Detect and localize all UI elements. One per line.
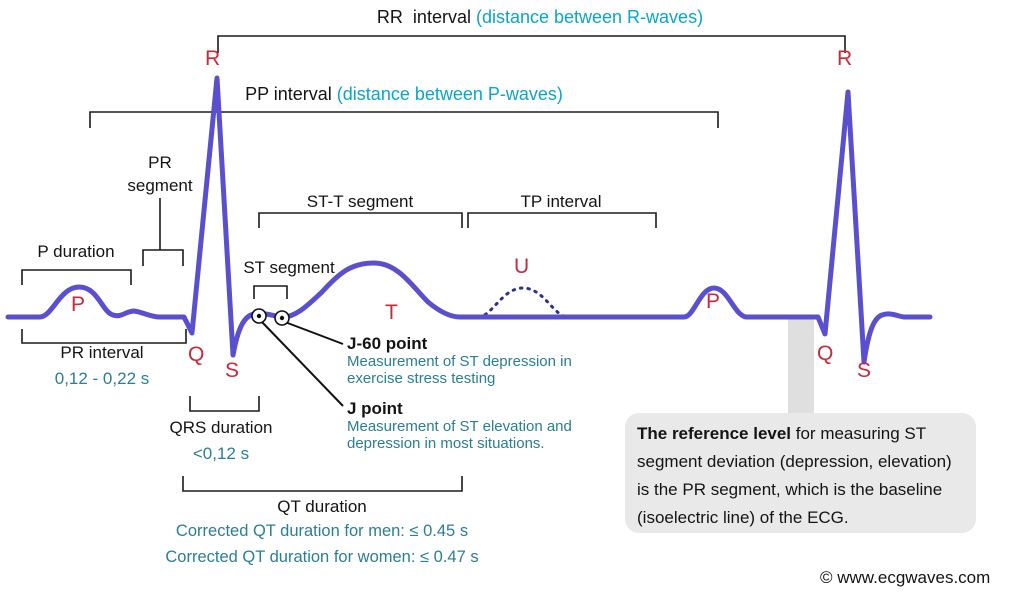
pr-interval-bracket — [21, 329, 187, 344]
pr-interval-label: PR interval — [60, 343, 144, 362]
wave-letter-q2: Q — [817, 342, 834, 365]
rr-interval-label-sub: (distance between R-waves) — [475, 7, 704, 27]
j-point-title: J point — [347, 399, 403, 418]
pp-interval-label-sub: (distance between P-waves) — [336, 84, 563, 104]
j60-point-desc-line2: exercise stress testing — [347, 370, 496, 387]
pp-interval-bracket — [89, 111, 719, 128]
qrs-duration-value: <0,12 s — [192, 444, 250, 463]
wave-letter-s1: S — [225, 359, 240, 382]
j-point-desc-line2: depression in most situations. — [347, 435, 545, 452]
j60-point-desc-line1: Measurement of ST depression in — [347, 353, 572, 370]
qt-corrected-women: Corrected QT duration for women: ≤ 0.47 … — [165, 548, 479, 566]
j60-point-connector-line — [284, 321, 344, 345]
qt-corrected-men: Corrected QT duration for men: ≤ 0.45 s — [175, 522, 469, 540]
wave-letter-r1: R — [205, 47, 221, 70]
wave-letter-u: U — [514, 255, 530, 278]
rr-interval-label-main: RR interval — [376, 7, 476, 27]
reference-box-line4: (isoelectric line) of the ECG. — [637, 508, 849, 527]
st-segment-bracket — [253, 285, 288, 299]
ecg-waveform — [5, 75, 933, 365]
reference-box-line1: The reference level for measuring ST — [637, 420, 971, 448]
qrs-duration-bracket — [189, 396, 260, 412]
stt-segment-label: ST-T segment — [306, 192, 414, 211]
rr-interval-label: RR interval (distance between R-waves) — [377, 7, 703, 28]
p-duration-label: P duration — [37, 242, 115, 261]
reference-box-line3: is the PR segment, which is the baseline — [637, 480, 943, 499]
pr-segment-label: PR segment — [127, 153, 193, 195]
reference-box-text: The reference level for measuring ST seg… — [637, 420, 971, 532]
j60-point-title: J-60 point — [347, 334, 428, 353]
qt-duration-bracket — [182, 476, 463, 492]
qt-duration-label: QT duration — [277, 497, 367, 516]
wave-letter-p1: P — [71, 293, 86, 316]
wave-letter-t: T — [385, 301, 398, 324]
tp-interval-bracket — [467, 212, 657, 228]
reference-box-line1-rest: for measuring ST — [791, 424, 927, 443]
stt-segment-bracket — [258, 212, 463, 228]
pr-interval-value: 0,12 - 0,22 s — [54, 369, 150, 388]
rr-interval-bracket — [217, 35, 846, 53]
reference-box — [625, 413, 976, 533]
wave-letter-r2: R — [837, 47, 853, 70]
copyright-text: © www.ecgwaves.com — [820, 568, 991, 587]
qrs-duration-label: QRS duration — [169, 418, 273, 437]
j-point-connector-line — [260, 320, 344, 407]
reference-box-bold: The reference level — [637, 424, 792, 443]
reference-box-line2: segment deviation (depression, elevation… — [637, 452, 952, 471]
tp-interval-label: TP interval — [520, 192, 602, 211]
wave-letter-s2: S — [857, 359, 872, 382]
pp-interval-label: PP interval (distance between P-waves) — [245, 84, 563, 105]
p-duration-bracket — [21, 269, 132, 285]
wave-letter-p2: P — [706, 290, 721, 313]
reference-box-tail — [788, 315, 814, 420]
wave-letter-q1: Q — [188, 343, 205, 366]
j-point-desc-line1: Measurement of ST elevation and — [347, 418, 572, 435]
pr-segment-pointer-bracket — [142, 198, 184, 266]
st-segment-label: ST segment — [243, 258, 335, 277]
j-point-marker-dot — [256, 313, 262, 319]
j60-point-marker-dot — [279, 315, 285, 321]
bracket-group — [21, 35, 846, 492]
pp-interval-label-main: PP interval — [245, 84, 337, 104]
u-wave-dotted-curve — [476, 286, 570, 319]
